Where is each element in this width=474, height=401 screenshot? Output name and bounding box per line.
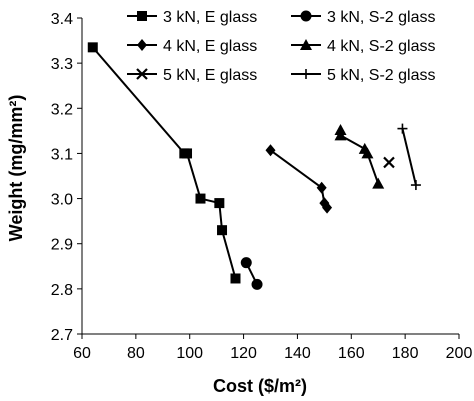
legend-marker	[300, 39, 312, 50]
data-point	[265, 144, 276, 157]
data-point	[87, 42, 98, 53]
series-4	[334, 123, 385, 189]
y-axis: 2.7 2.8 2.9 3.0 3.1 3.2 3.3 3.4	[51, 11, 82, 344]
y-tick-label: 2.8	[51, 282, 73, 299]
x-tick-label: 200	[446, 345, 473, 362]
data-point	[240, 257, 252, 269]
legend-item: 5 kN, E glass	[127, 67, 257, 84]
series-5	[383, 156, 395, 169]
plot-area	[81, 18, 459, 335]
y-tick-label: 3.2	[51, 101, 73, 118]
legend-marker	[300, 10, 312, 22]
data-point	[230, 273, 241, 284]
y-tick-label: 3.0	[51, 192, 73, 209]
x-tick-label: 140	[284, 345, 311, 362]
legend-marker	[137, 39, 147, 51]
legend-item: 5 kN, S-2 glass	[291, 67, 435, 84]
data-point	[361, 147, 374, 159]
legend-marker	[137, 11, 147, 21]
data-point	[322, 201, 333, 214]
series-line	[269, 149, 328, 209]
x-tick-label: 120	[230, 345, 257, 362]
series-layer	[87, 42, 421, 290]
legend-label: 4 kN, S-2 glass	[327, 38, 435, 55]
data-point	[316, 181, 327, 194]
data-point	[397, 123, 408, 134]
series-3	[265, 144, 333, 214]
x-axis: 60 80 100 120 140 160 180 200	[73, 334, 472, 362]
data-point	[383, 156, 395, 169]
y-axis-title: Weight (mg/mm²)	[6, 95, 26, 242]
y-tick-label: 2.7	[51, 327, 73, 344]
y-tick-label: 3.4	[51, 11, 73, 28]
legend-item: 4 kN, S-2 glass	[291, 38, 435, 55]
data-point	[182, 148, 193, 159]
x-axis-title: Cost ($/m²)	[213, 376, 307, 396]
legend-label: 5 kN, E glass	[163, 67, 257, 84]
x-tick-label: 80	[127, 345, 145, 362]
x-tick-label: 160	[338, 345, 365, 362]
data-point	[214, 198, 225, 209]
legend-marker	[301, 69, 311, 79]
series-1	[87, 42, 241, 284]
legend-label: 3 kN, E glass	[163, 9, 257, 26]
x-tick-label: 100	[176, 345, 203, 362]
y-tick-label: 3.3	[51, 56, 73, 73]
x-tick-label: 60	[73, 345, 91, 362]
x-tick-label: 180	[392, 345, 419, 362]
data-point	[410, 180, 421, 191]
y-tick-label: 3.1	[51, 146, 73, 163]
series-line	[401, 128, 417, 186]
legend: 3 kN, E glass 3 kN, S-2 glass 4 kN, E glas…	[127, 9, 435, 84]
legend-item: 3 kN, S-2 glass	[291, 9, 435, 26]
data-point	[195, 193, 206, 204]
data-point	[372, 177, 385, 189]
series-6	[397, 123, 421, 191]
legend-label: 4 kN, E glass	[163, 38, 257, 55]
data-point	[334, 129, 347, 141]
legend-label: 5 kN, S-2 glass	[327, 67, 435, 84]
legend-marker	[136, 68, 148, 80]
data-point	[251, 278, 263, 290]
y-tick-label: 2.9	[51, 237, 73, 254]
legend-item: 3 kN, E glass	[127, 9, 257, 26]
series-2	[240, 257, 263, 290]
legend-item: 4 kN, E glass	[127, 38, 257, 55]
legend-label: 3 kN, S-2 glass	[327, 9, 435, 26]
data-point	[217, 225, 228, 236]
